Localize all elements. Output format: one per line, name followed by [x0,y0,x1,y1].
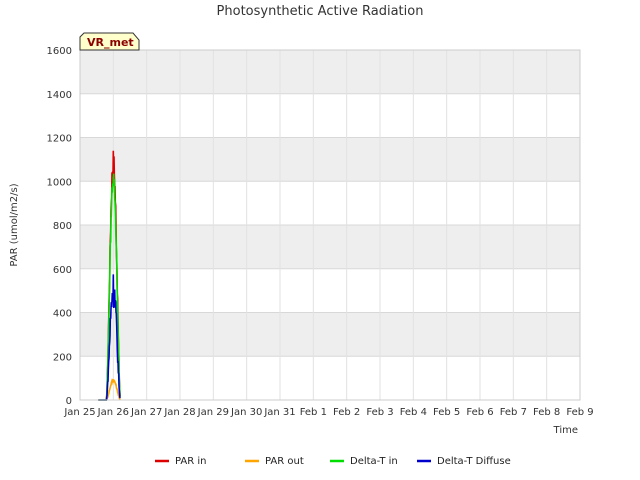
grid-band [80,225,580,269]
x-tick-label: Feb 3 [366,407,393,418]
badge-shape [79,32,140,51]
x-tick-label: Jan 31 [263,407,295,418]
y-tick-label: 200 [53,352,72,363]
grid-band [80,137,580,182]
y-tick-label: 1200 [47,134,72,145]
y-tick-label: 800 [53,221,72,232]
x-tick-label: Jan 25 [63,407,95,418]
y-tick-label: 1600 [47,46,72,57]
series-line-par-out [98,378,121,401]
series-line-delta-t-in [98,173,121,401]
legend-label: PAR out [265,456,304,467]
site-badge: VR_met [79,32,140,51]
grid-band [80,50,580,94]
x-tick-label: Feb 7 [500,407,527,418]
x-tick-label: Feb 2 [333,407,360,418]
axes [79,49,581,401]
y-tick-label: 400 [53,309,72,320]
x-tick-labels: Jan 25 Jan 26 Jan 27 Jan 28 Jan 29 Jan 30 Jan … [63,407,593,418]
x-tick-label: Feb 4 [400,407,427,418]
y-tick-labels: 0 200 400 600 800 1000 1200 1400 1600 [47,46,72,407]
legend-label: PAR in [175,456,206,467]
x-tick-label: Feb 6 [466,407,493,418]
series-layer [98,150,121,401]
legend-label: Delta-T in [350,456,398,467]
x-tick-label: Jan 26 [97,407,129,418]
x-axis-label: Time [553,425,578,436]
x-tick-label: Feb 1 [300,407,327,418]
grid-band [80,312,580,357]
x-tick-label: Jan 30 [230,407,262,418]
legend: PAR in PAR out Delta-T in Delta-T Diffuse [155,456,511,467]
plot-frame [79,49,581,401]
chart-title: Photosynthetic Active Radiation [217,4,424,19]
x-tick-label: Feb 5 [433,407,460,418]
grid-bands [80,50,580,357]
y-tick-label: 1400 [47,90,72,101]
series-line-delta-t-diffuse [98,274,121,401]
x-tick-label: Feb 9 [566,407,593,418]
y-tick-label: 0 [66,396,72,407]
x-tick-label: Jan 29 [197,407,229,418]
x-tick-label: Jan 28 [163,407,195,418]
badge-text: VR_met [87,36,134,49]
x-tick-label: Feb 8 [533,407,560,418]
x-tick-label: Jan 27 [130,407,162,418]
legend-label: Delta-T Diffuse [437,456,511,467]
y-tick-label: 1000 [47,177,72,188]
y-tick-label: 600 [53,265,72,276]
y-axis-label: PAR (umol/m2/s) [9,183,20,266]
